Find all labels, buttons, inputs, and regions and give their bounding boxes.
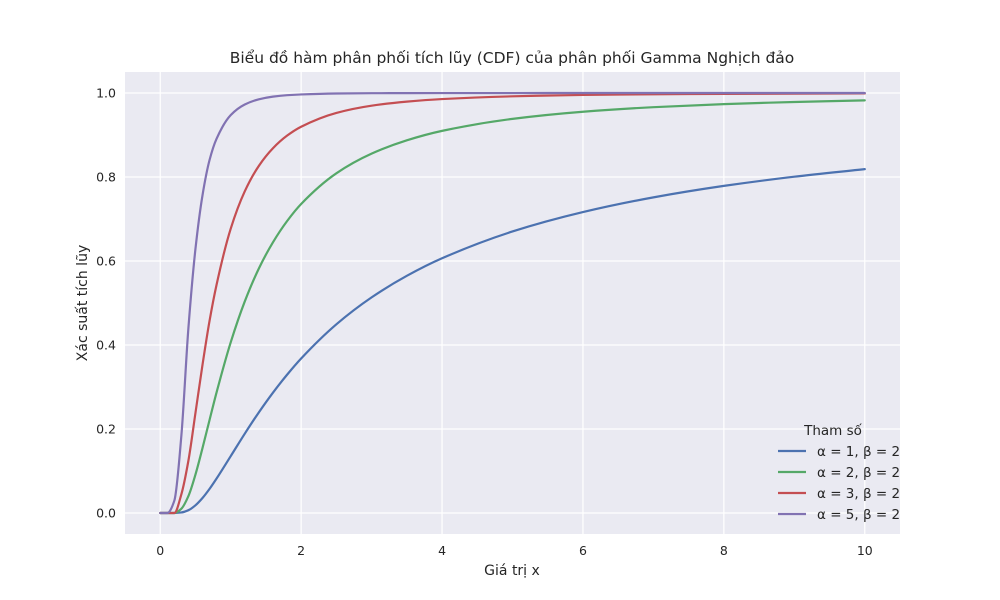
legend: Tham số α = 1, β = 2 α = 2, β = 2 α = 3, β… — [778, 422, 900, 523]
x-axis-label: Giá trị x — [484, 563, 540, 579]
series-line-4 — [159, 91, 866, 515]
x-tick-label: 10 — [857, 543, 873, 558]
x-tick-label: 8 — [720, 543, 728, 558]
y-tick-label: 0.2 — [96, 422, 116, 437]
x-tick-label: 6 — [579, 543, 587, 558]
series-layer — [159, 91, 866, 515]
y-axis-label: Xác suất tích lũy — [75, 245, 91, 361]
tick-labels: 0 2 4 6 8 10 0.0 0.2 0.4 0.6 0.8 1.0 — [96, 86, 873, 559]
y-tick-label: 1.0 — [96, 86, 116, 101]
series-line-3 — [159, 92, 866, 515]
legend-label-1: α = 1, β = 2 — [817, 444, 900, 460]
y-tick-label: 0.0 — [96, 506, 116, 521]
y-tick-label: 0.6 — [96, 254, 116, 269]
series-line-1 — [159, 168, 866, 515]
x-tick-label: 2 — [297, 543, 305, 558]
x-tick-label: 0 — [156, 543, 164, 558]
y-tick-label: 0.4 — [96, 338, 116, 353]
legend-label-4: α = 5, β = 2 — [817, 507, 900, 523]
series-line-2 — [159, 99, 866, 515]
plot-area — [125, 72, 900, 534]
grid — [125, 72, 900, 534]
x-tick-label: 4 — [438, 543, 446, 558]
legend-label-2: α = 2, β = 2 — [817, 465, 900, 481]
legend-title: Tham số — [803, 422, 863, 439]
legend-label-3: α = 3, β = 2 — [817, 486, 900, 502]
y-tick-label: 0.8 — [96, 170, 116, 185]
chart-title: Biểu đồ hàm phân phối tích lũy (CDF) của… — [230, 49, 795, 67]
